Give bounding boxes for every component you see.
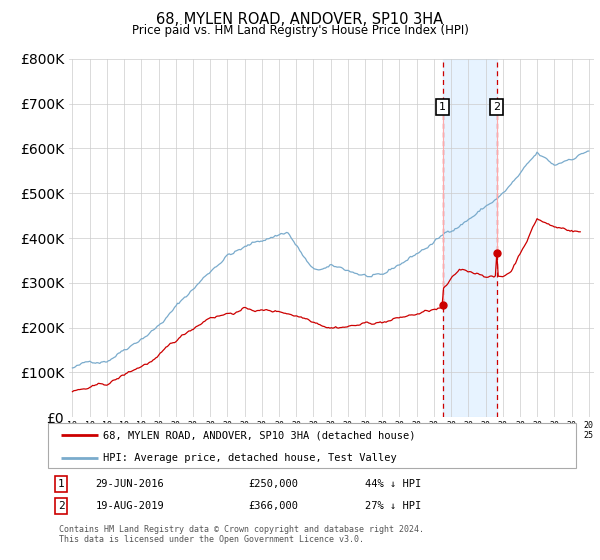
Text: 20
23: 20 23 [550,421,559,440]
Text: 2: 2 [58,501,65,511]
Text: 19
95: 19 95 [67,421,77,440]
Text: 20
03: 20 03 [205,421,215,440]
Text: 20
24: 20 24 [566,421,577,440]
Text: £366,000: £366,000 [248,501,299,511]
Text: 2: 2 [493,102,500,112]
Text: 20
01: 20 01 [171,421,181,440]
Text: 19-AUG-2019: 19-AUG-2019 [95,501,164,511]
Text: 20
07: 20 07 [274,421,284,440]
Text: 20
19: 20 19 [481,421,491,440]
Text: 20
11: 20 11 [343,421,353,440]
Text: 20
05: 20 05 [239,421,250,440]
Text: 20
16: 20 16 [429,421,439,440]
Text: 27% ↓ HPI: 27% ↓ HPI [365,501,421,511]
Text: 44% ↓ HPI: 44% ↓ HPI [365,479,421,489]
Text: Price paid vs. HM Land Registry's House Price Index (HPI): Price paid vs. HM Land Registry's House … [131,24,469,36]
Text: 20
02: 20 02 [188,421,198,440]
Text: 19
97: 19 97 [102,421,112,440]
Text: 20
14: 20 14 [394,421,404,440]
Text: 20
17: 20 17 [446,421,456,440]
Text: 20
10: 20 10 [326,421,335,440]
Text: 20
09: 20 09 [308,421,319,440]
Text: 20
25: 20 25 [584,421,594,440]
Text: 20
22: 20 22 [532,421,542,440]
Text: 20
04: 20 04 [223,421,232,440]
Bar [443,59,497,417]
FancyBboxPatch shape [48,423,576,468]
Text: £250,000: £250,000 [248,479,299,489]
Text: 19
99: 19 99 [136,421,146,440]
Text: 20
00: 20 00 [154,421,164,440]
Text: HPI: Average price, detached house, Test Valley: HPI: Average price, detached house, Test… [103,452,397,463]
Text: 20
12: 20 12 [360,421,370,440]
Text: 19
98: 19 98 [119,421,129,440]
Text: 20
20: 20 20 [498,421,508,440]
Text: 20
13: 20 13 [377,421,387,440]
Text: 20
18: 20 18 [463,421,473,440]
Text: 20
21: 20 21 [515,421,525,440]
Text: 20
06: 20 06 [257,421,267,440]
Text: 29-JUN-2016: 29-JUN-2016 [95,479,164,489]
Text: 1: 1 [58,479,65,489]
Text: 1: 1 [439,102,446,112]
Text: 68, MYLEN ROAD, ANDOVER, SP10 3HA (detached house): 68, MYLEN ROAD, ANDOVER, SP10 3HA (detac… [103,430,416,440]
Text: 20
15: 20 15 [412,421,422,440]
Text: 20
08: 20 08 [291,421,301,440]
Text: Contains HM Land Registry data © Crown copyright and database right 2024.
This d: Contains HM Land Registry data © Crown c… [59,525,424,544]
Text: 68, MYLEN ROAD, ANDOVER, SP10 3HA: 68, MYLEN ROAD, ANDOVER, SP10 3HA [157,12,443,27]
Text: 19
96: 19 96 [85,421,95,440]
